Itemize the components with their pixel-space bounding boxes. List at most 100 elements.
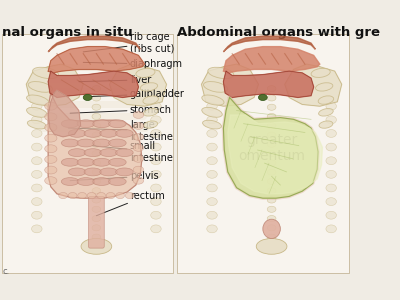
Ellipse shape: [133, 144, 144, 151]
Ellipse shape: [267, 215, 276, 222]
Ellipse shape: [151, 116, 161, 124]
Ellipse shape: [92, 113, 101, 120]
Ellipse shape: [77, 120, 95, 128]
Ellipse shape: [68, 193, 77, 199]
Ellipse shape: [202, 120, 222, 129]
Ellipse shape: [326, 157, 336, 165]
Ellipse shape: [133, 166, 144, 173]
Ellipse shape: [207, 130, 217, 137]
Ellipse shape: [93, 120, 110, 128]
Polygon shape: [48, 36, 140, 52]
Ellipse shape: [207, 143, 217, 151]
Ellipse shape: [92, 151, 101, 157]
Ellipse shape: [316, 83, 333, 91]
Ellipse shape: [109, 178, 126, 185]
Ellipse shape: [133, 155, 144, 162]
Ellipse shape: [267, 188, 276, 194]
Ellipse shape: [77, 139, 95, 147]
Ellipse shape: [151, 198, 161, 206]
Ellipse shape: [267, 141, 276, 147]
Text: nal organs in situ: nal organs in situ: [2, 26, 132, 39]
Ellipse shape: [92, 178, 101, 184]
Ellipse shape: [267, 178, 276, 184]
Ellipse shape: [32, 225, 42, 233]
Ellipse shape: [45, 124, 57, 131]
Text: small
intestine: small intestine: [92, 141, 172, 163]
Ellipse shape: [32, 198, 42, 206]
Polygon shape: [224, 36, 316, 52]
Ellipse shape: [92, 197, 101, 203]
Ellipse shape: [45, 155, 57, 163]
Ellipse shape: [100, 168, 118, 176]
Ellipse shape: [61, 178, 79, 185]
Ellipse shape: [311, 68, 330, 77]
Ellipse shape: [151, 102, 161, 110]
Text: gallbladder: gallbladder: [89, 89, 184, 99]
Ellipse shape: [84, 168, 102, 176]
Ellipse shape: [151, 225, 161, 233]
Ellipse shape: [32, 116, 42, 124]
Ellipse shape: [326, 170, 336, 178]
Ellipse shape: [267, 123, 276, 129]
Ellipse shape: [207, 211, 217, 219]
Ellipse shape: [326, 102, 336, 110]
Ellipse shape: [92, 85, 101, 92]
Ellipse shape: [100, 129, 118, 137]
Ellipse shape: [92, 234, 101, 240]
Ellipse shape: [318, 96, 334, 104]
Text: rectum: rectum: [96, 190, 164, 216]
Ellipse shape: [32, 67, 58, 79]
Ellipse shape: [319, 109, 333, 116]
Ellipse shape: [81, 238, 112, 254]
Polygon shape: [48, 71, 138, 98]
Ellipse shape: [202, 95, 224, 105]
Ellipse shape: [116, 129, 133, 137]
FancyBboxPatch shape: [88, 196, 104, 248]
Text: large
intestine: large intestine: [68, 120, 172, 142]
Ellipse shape: [326, 225, 336, 233]
Polygon shape: [224, 71, 314, 98]
Ellipse shape: [143, 109, 158, 116]
Ellipse shape: [61, 158, 79, 166]
Polygon shape: [110, 64, 166, 106]
Ellipse shape: [109, 139, 126, 147]
Ellipse shape: [45, 145, 57, 153]
Ellipse shape: [93, 158, 110, 166]
Ellipse shape: [32, 170, 42, 178]
Polygon shape: [48, 46, 144, 73]
Ellipse shape: [151, 211, 161, 219]
Ellipse shape: [267, 206, 276, 212]
Ellipse shape: [68, 168, 86, 176]
Ellipse shape: [204, 82, 228, 92]
Ellipse shape: [267, 104, 276, 110]
Ellipse shape: [208, 67, 234, 79]
Ellipse shape: [45, 113, 57, 121]
Ellipse shape: [133, 122, 144, 129]
Ellipse shape: [45, 134, 57, 142]
Ellipse shape: [207, 225, 217, 233]
Ellipse shape: [32, 184, 42, 192]
Ellipse shape: [45, 166, 57, 174]
FancyBboxPatch shape: [177, 34, 349, 273]
Polygon shape: [224, 98, 318, 198]
Ellipse shape: [68, 129, 86, 137]
Ellipse shape: [267, 169, 276, 175]
Ellipse shape: [267, 225, 276, 231]
Ellipse shape: [140, 83, 158, 91]
Ellipse shape: [93, 139, 110, 147]
Ellipse shape: [151, 184, 161, 192]
Ellipse shape: [116, 193, 124, 199]
Ellipse shape: [92, 169, 101, 175]
Ellipse shape: [326, 130, 336, 137]
Ellipse shape: [97, 193, 106, 199]
Ellipse shape: [92, 243, 101, 249]
Ellipse shape: [87, 193, 96, 199]
Polygon shape: [285, 64, 342, 106]
Polygon shape: [224, 46, 320, 73]
Polygon shape: [26, 64, 83, 106]
Ellipse shape: [106, 193, 115, 199]
Ellipse shape: [326, 143, 336, 151]
Ellipse shape: [151, 130, 161, 137]
Ellipse shape: [77, 178, 95, 185]
Ellipse shape: [45, 102, 57, 110]
